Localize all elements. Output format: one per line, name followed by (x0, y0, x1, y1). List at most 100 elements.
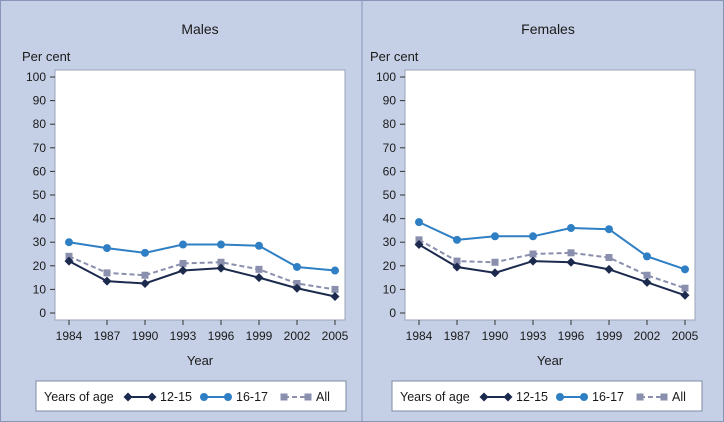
data-point-12-15 (566, 257, 576, 267)
legend-marker-16-17 (224, 393, 232, 401)
data-point-All (491, 258, 499, 266)
x-tick-label: 1996 (208, 329, 235, 343)
data-point-16-17 (491, 232, 499, 241)
legend-marker-12-15 (503, 392, 513, 402)
y-axis-label: Per cent (22, 49, 71, 64)
x-tick-label: 1984 (56, 329, 83, 343)
x-tick-label: 1990 (132, 329, 159, 343)
chart-panel-1: Males Per cent 0 10 20 30 40 50 60 70 80 90 100 1984 1… (22, 21, 349, 412)
data-point-16-17 (605, 225, 613, 234)
plot-area (404, 69, 696, 321)
x-tick-label: 1987 (94, 329, 121, 343)
legend-marker-12-15 (479, 392, 489, 402)
series-line-16-17 (68, 241, 336, 272)
legend-marker-All (304, 393, 312, 401)
data-point-16-17 (179, 240, 187, 249)
panel-title: Males (181, 21, 218, 37)
data-point-12-15 (216, 263, 226, 273)
data-point-All (103, 269, 111, 277)
y-tick-label: 50 (383, 188, 397, 202)
series-line-All (68, 255, 336, 291)
data-point-16-17 (217, 240, 225, 249)
legend: Years of age 12-15 16-17 All (391, 380, 703, 412)
data-point-All (141, 271, 149, 279)
y-axis-label: Per cent (370, 49, 419, 64)
y-tick-label: 70 (383, 141, 397, 155)
x-axis-label: Year (187, 353, 214, 368)
series-line-12-15 (418, 243, 686, 297)
y-tick-label: 0 (39, 306, 46, 320)
x-tick-label: 1993 (520, 329, 547, 343)
data-point-12-15 (490, 268, 500, 278)
data-point-All (255, 265, 263, 273)
data-point-12-15 (254, 273, 264, 283)
y-tick-label: 10 (33, 282, 47, 296)
y-tick-label: 90 (383, 94, 397, 108)
data-point-12-15 (680, 290, 690, 300)
x-tick-label: 2002 (634, 329, 661, 343)
y-tick-label: 30 (33, 235, 47, 249)
data-point-16-17 (529, 232, 537, 241)
legend-label-16-17: 16-17 (592, 390, 624, 404)
x-tick-label: 1999 (246, 329, 273, 343)
data-point-12-15 (452, 262, 462, 272)
y-tick-label: 10 (383, 282, 397, 296)
x-tick-label: 1993 (170, 329, 197, 343)
y-tick-label: 20 (383, 259, 397, 273)
data-point-All (681, 284, 689, 292)
data-point-16-17 (453, 235, 461, 244)
y-tick-label: 70 (33, 141, 47, 155)
data-point-16-17 (567, 224, 575, 233)
data-point-All (65, 252, 73, 260)
data-point-All (293, 280, 301, 287)
series-line-16-17 (418, 221, 686, 271)
y-tick-label: 40 (383, 212, 397, 226)
data-point-All (643, 271, 651, 279)
x-tick-label: 1987 (444, 329, 471, 343)
legend-marker-16-17 (556, 393, 564, 401)
data-point-12-15 (642, 277, 652, 287)
data-point-12-15 (604, 264, 614, 274)
data-point-12-15 (102, 276, 112, 286)
y-tick-label: 80 (33, 117, 47, 131)
x-tick-label: 2002 (284, 329, 311, 343)
legend: Years of age 12-15 16-17 All (35, 380, 347, 412)
legend-marker-12-15 (123, 392, 133, 402)
data-point-All (529, 250, 537, 258)
y-tick-label: 100 (376, 70, 396, 84)
y-tick-label: 40 (33, 212, 47, 226)
x-tick-label: 2005 (672, 329, 699, 343)
y-tick-label: 80 (383, 117, 397, 131)
data-point-All (217, 258, 225, 266)
x-tick-label: 1999 (596, 329, 623, 343)
legend-label-12-15: 12-15 (160, 390, 192, 404)
data-point-All (605, 254, 613, 262)
chart-panel-2: Females Per cent 0 10 20 30 40 50 60 70 80 90 100 198… (370, 21, 703, 412)
legend-marker-All (636, 393, 644, 401)
legend-marker-16-17 (200, 393, 208, 401)
data-point-12-15 (292, 283, 302, 293)
data-point-All (415, 236, 423, 244)
data-point-12-15 (140, 279, 150, 288)
legend-marker-All (280, 393, 288, 401)
series-line-12-15 (68, 260, 336, 298)
x-axis-label: Year (537, 353, 564, 368)
data-point-12-15 (178, 266, 188, 276)
data-point-16-17 (415, 218, 423, 227)
data-point-12-15 (414, 240, 424, 250)
legend-marker-16-17 (580, 393, 588, 401)
legend-label-12-15: 12-15 (516, 390, 548, 404)
data-point-All (331, 285, 339, 293)
data-point-16-17 (141, 248, 149, 257)
legend-marker-All (660, 393, 668, 401)
data-point-16-17 (331, 266, 339, 275)
plot-area (54, 69, 346, 321)
data-point-16-17 (293, 262, 301, 271)
legend-label-All: All (316, 390, 330, 404)
data-point-16-17 (681, 265, 689, 274)
legend-title: Years of age (400, 390, 470, 404)
x-tick-label: 1984 (406, 329, 433, 343)
x-tick-label: 1996 (558, 329, 585, 343)
legend-label-All: All (672, 390, 686, 404)
data-point-16-17 (103, 244, 111, 253)
